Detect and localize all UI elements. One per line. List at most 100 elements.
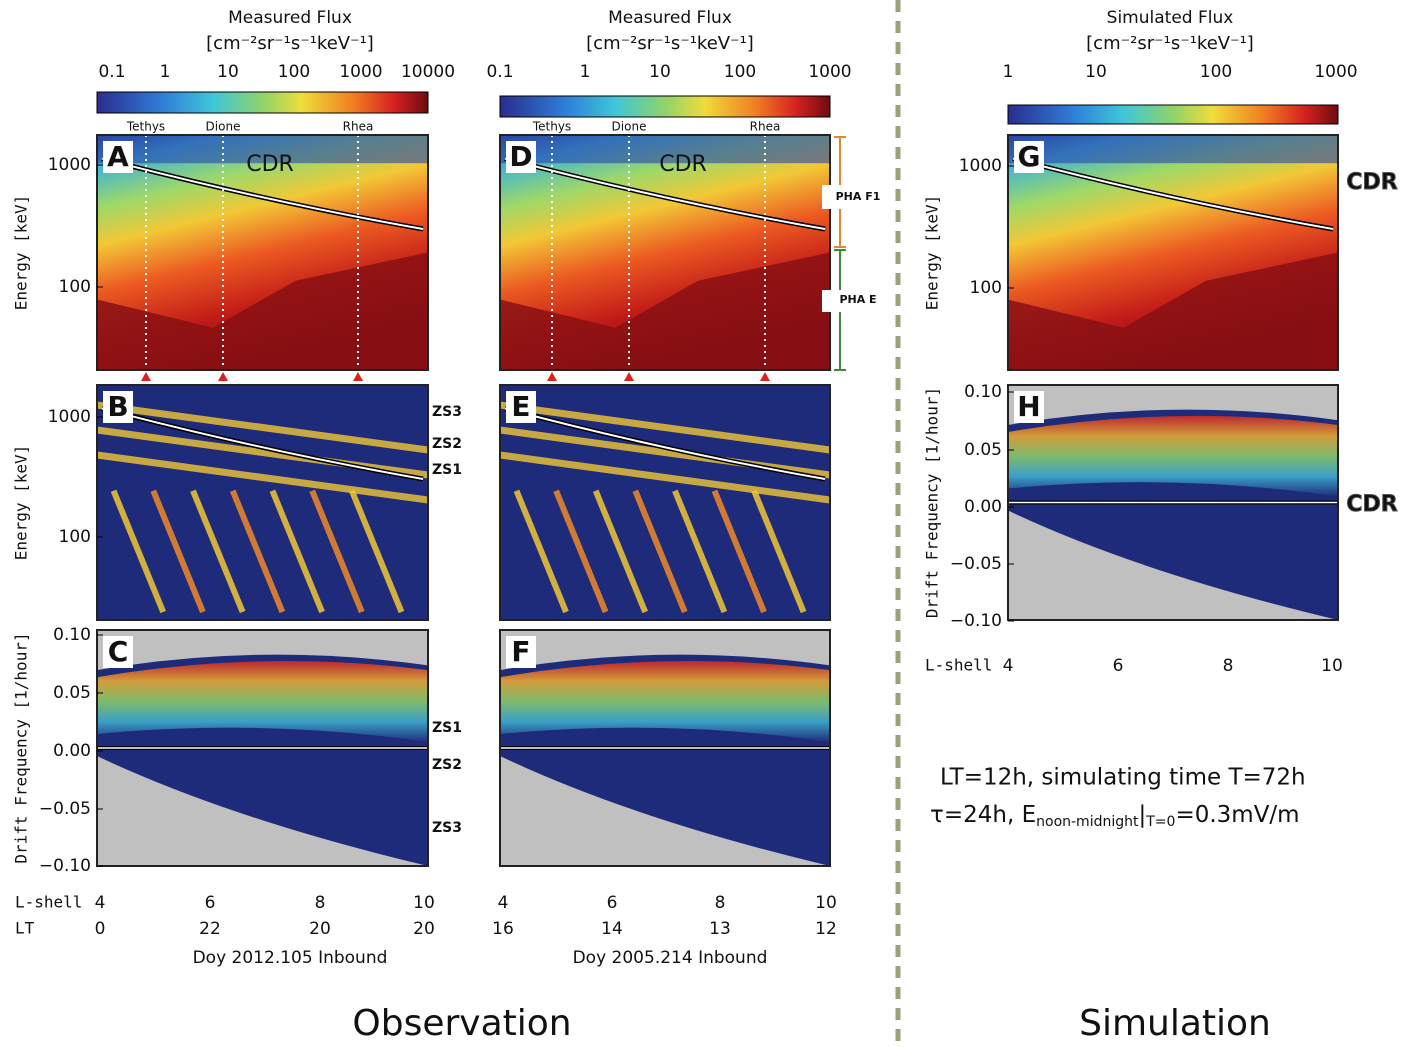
- y-tick-label: 100: [59, 277, 91, 297]
- moon-triangle: [353, 372, 363, 381]
- colorbar-tick: 10: [649, 62, 671, 82]
- moon-triangle: [547, 372, 557, 381]
- spectrogram-top: [97, 135, 428, 164]
- simulation-note: τ=24h, Enoon-midnight|T=0=0.3mV/m: [930, 802, 1300, 831]
- x-tick-label: 10: [815, 893, 837, 913]
- simulation-note-part: T=0: [1145, 814, 1175, 830]
- caption: Doy 2005.214 Inbound: [573, 948, 768, 968]
- panel-label-box: [103, 141, 133, 173]
- colorbar-title: Measured Flux: [608, 8, 732, 28]
- panel-frame: [96, 629, 429, 867]
- annotation: ZS1: [432, 462, 462, 478]
- spectrogram-top: [500, 135, 830, 164]
- colorbar-tick: 1: [1003, 62, 1014, 82]
- x-tick-label: 4: [1003, 656, 1014, 676]
- frequency-bands: [1008, 415, 1338, 497]
- cdr-line-inner: [101, 407, 424, 480]
- drift-stripe: [309, 489, 365, 614]
- cdr-line-inner: [101, 157, 424, 230]
- x-tick-label: 10: [413, 893, 435, 913]
- moon-label: Tethys: [532, 120, 571, 134]
- drift-stripe: [190, 489, 246, 614]
- panel-label: E: [511, 390, 530, 423]
- x-tick-label: 8: [315, 893, 326, 913]
- colorbar-title: Measured Flux: [228, 8, 352, 28]
- panel-label-box: [1014, 391, 1044, 423]
- panel-frame: [499, 629, 831, 867]
- drift-stripe: [349, 489, 405, 614]
- y-tick-label: 0.10: [964, 382, 1002, 402]
- moon-label: Dione: [612, 120, 647, 134]
- zone-stripe: [499, 451, 831, 504]
- colorbar: [1007, 104, 1339, 125]
- moon-triangle: [141, 372, 151, 381]
- y-tick-label: 1000: [959, 156, 1002, 176]
- x-tick-label: 13: [709, 919, 731, 939]
- content: Measured Flux[cm⁻²sr⁻¹s⁻¹keV⁻¹]0.1 1 10 100…: [12, 8, 1399, 1044]
- x-tick-label: 6: [607, 893, 618, 913]
- annotation: CDR: [659, 152, 707, 177]
- y-tick-label: −0.10: [39, 856, 91, 876]
- drift-stripe: [592, 489, 648, 614]
- drift-stripe: [751, 489, 807, 614]
- moon-label: Tethys: [126, 120, 165, 134]
- y-tick-label: 0.00: [53, 741, 91, 761]
- spectrogram-region: [1008, 252, 1338, 370]
- pha-bg: [822, 185, 882, 209]
- annotation: ZS2: [432, 757, 462, 773]
- panel-label-box: [103, 391, 133, 423]
- panel-label: H: [1017, 390, 1040, 423]
- annotation: ZS3: [432, 820, 462, 836]
- y-axis-label: Drift Frequency [1/hour]: [12, 632, 31, 863]
- annotation: ZS2: [432, 436, 462, 452]
- simulation-note: LT=12h, simulating time T=72h: [940, 765, 1306, 791]
- y-axis-label: Energy [keV]: [923, 195, 942, 311]
- colorbar-tick: 1000: [339, 62, 382, 82]
- panel-frame: [499, 384, 831, 621]
- drift-stripe: [553, 489, 609, 614]
- panel-frame: [96, 384, 429, 621]
- zone-stripe: [499, 401, 831, 454]
- x-tick-label: 22: [199, 919, 221, 939]
- moon-label: Rhea: [343, 120, 374, 134]
- panel-frame: [1007, 134, 1339, 371]
- simulation-note-part: |: [1138, 802, 1146, 828]
- moon-triangle: [624, 372, 634, 381]
- annotation: CDR: [1346, 170, 1397, 195]
- panel-label: G: [1018, 140, 1041, 173]
- colorbar-units: [cm⁻²sr⁻¹s⁻¹keV⁻¹]: [1086, 33, 1254, 54]
- x-tick-label: 4: [498, 893, 509, 913]
- x-tick-label: 12: [815, 919, 837, 939]
- y-axis-label: Energy [keV]: [12, 195, 31, 311]
- colorbar-tick: 1: [160, 62, 171, 82]
- x-row-name: L-shell: [925, 656, 992, 675]
- y-tick-label: 0.10: [53, 625, 91, 645]
- panel-label: F: [511, 635, 530, 668]
- cdr-line-inner: [1012, 157, 1334, 230]
- colorbar-tick: 1000: [1314, 62, 1357, 82]
- pha-label: PHA F1: [836, 190, 881, 203]
- x-row-name: L-shell: [15, 893, 82, 912]
- panel-frame: [1007, 384, 1339, 621]
- zone-stripe: [96, 451, 429, 504]
- moon-triangle: [760, 372, 770, 381]
- x-tick-label: 16: [492, 919, 514, 939]
- drift-stripe: [711, 489, 767, 614]
- x-tick-label: 20: [309, 919, 331, 939]
- panel-frame: [499, 134, 831, 371]
- y-tick-label: 100: [970, 278, 1002, 298]
- caption: Doy 2012.105 Inbound: [193, 948, 388, 968]
- drift-stripe: [672, 489, 728, 614]
- y-axis-label: Energy [keV]: [12, 445, 31, 561]
- colorbar-tick: 1000: [808, 62, 851, 82]
- simulation-note-part: τ=24h, E: [930, 802, 1036, 828]
- spectrogram-region: [97, 252, 428, 370]
- panel-label: C: [108, 635, 129, 668]
- annotation: ZS3: [432, 404, 462, 420]
- moon-label: Rhea: [750, 120, 781, 134]
- colorbar-units: [cm⁻²sr⁻¹s⁻¹keV⁻¹]: [206, 33, 374, 54]
- panel-label-box: [103, 636, 133, 668]
- x-tick-label: 0: [95, 919, 106, 939]
- x-row-name: LT: [15, 919, 35, 938]
- panel-label-box: [506, 636, 536, 668]
